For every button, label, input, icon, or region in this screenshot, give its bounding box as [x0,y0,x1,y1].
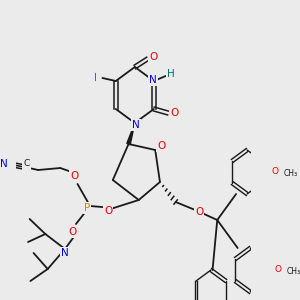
Text: CH₃: CH₃ [286,266,300,275]
Text: C: C [23,160,30,169]
Text: O: O [68,227,76,237]
Text: O: O [170,108,178,118]
Text: P: P [84,203,90,213]
Text: N: N [132,120,140,130]
Text: H: H [167,69,175,79]
Text: N: N [0,159,8,169]
Text: CH₃: CH₃ [283,169,297,178]
Text: O: O [70,171,79,181]
Text: I: I [94,73,97,83]
Polygon shape [127,123,135,145]
Text: O: O [195,207,203,217]
Text: O: O [104,206,112,216]
Text: N: N [61,248,69,258]
Text: O: O [272,167,279,176]
Text: O: O [158,141,166,151]
Text: O: O [275,266,282,274]
Text: O: O [149,52,158,62]
Text: N: N [149,75,157,85]
